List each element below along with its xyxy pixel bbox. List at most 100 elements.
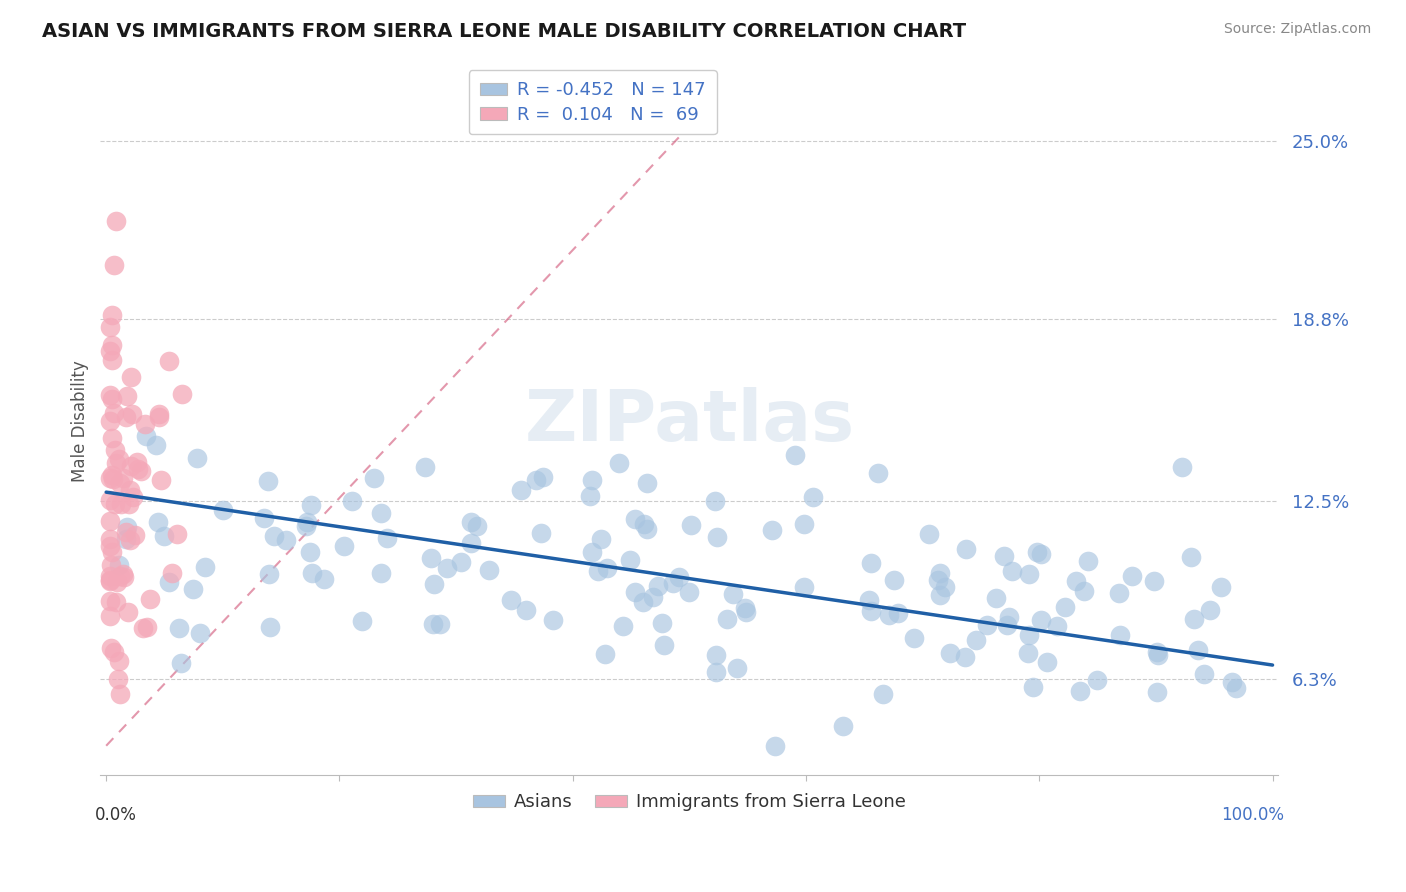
Point (524, 474, 547, 488)
Point (157, 575, 180, 590)
Point (465, 519, 488, 533)
Point (117, 496, 139, 510)
Point (641, 590, 664, 604)
Point (350, 614, 373, 628)
Point (120, 483, 142, 498)
Point (1018, 567, 1040, 582)
Point (706, 530, 728, 544)
Point (515, 603, 537, 617)
Point (1171, 460, 1194, 475)
Point (108, 452, 131, 467)
Point (499, 593, 522, 607)
Point (263, 529, 285, 543)
Point (115, 389, 138, 403)
Point (112, 570, 135, 584)
Y-axis label: Male Disability: Male Disability (72, 360, 89, 483)
Point (652, 638, 675, 652)
Point (110, 497, 132, 511)
Point (1064, 574, 1087, 588)
Point (581, 544, 603, 558)
Point (785, 449, 807, 463)
Point (1073, 584, 1095, 599)
Point (101, 392, 124, 406)
Point (104, 497, 127, 511)
Point (986, 591, 1008, 605)
Point (1018, 628, 1040, 642)
Point (579, 489, 602, 503)
Point (101, 544, 124, 558)
Text: 0.0%: 0.0% (94, 806, 136, 824)
Point (860, 604, 883, 618)
Point (186, 450, 208, 465)
Point (1017, 646, 1039, 660)
Point (101, 468, 124, 483)
Point (134, 417, 156, 432)
Point (98, 573, 121, 587)
Point (259, 566, 281, 581)
Point (115, 520, 138, 534)
Point (295, 515, 318, 529)
Point (117, 606, 139, 620)
Point (194, 560, 217, 574)
Point (101, 472, 124, 486)
Point (647, 579, 669, 593)
Point (112, 566, 135, 581)
Point (1025, 545, 1047, 559)
Point (530, 526, 553, 541)
Point (98, 569, 121, 583)
Point (212, 503, 235, 517)
Point (98, 319, 121, 334)
Point (124, 528, 146, 542)
Point (1180, 549, 1202, 564)
Legend: Asians, Immigrants from Sierra Leone: Asians, Immigrants from Sierra Leone (465, 786, 914, 819)
Point (108, 687, 131, 701)
Point (734, 601, 756, 615)
Point (157, 353, 180, 368)
Text: Source: ZipAtlas.com: Source: ZipAtlas.com (1223, 22, 1371, 37)
Point (98, 414, 121, 428)
Point (98, 539, 121, 553)
Point (1121, 569, 1143, 583)
Point (1199, 603, 1222, 617)
Point (181, 582, 204, 596)
Point (98, 387, 121, 401)
Point (887, 606, 910, 620)
Point (98, 343, 121, 358)
Point (623, 584, 645, 599)
Point (965, 632, 987, 647)
Point (422, 617, 444, 632)
Point (115, 532, 138, 546)
Point (1192, 667, 1215, 681)
Point (704, 665, 727, 679)
Point (1069, 683, 1091, 698)
Point (160, 566, 183, 581)
Point (872, 687, 894, 701)
Point (1182, 611, 1205, 625)
Point (460, 515, 482, 529)
Point (413, 460, 436, 475)
Text: 100.0%: 100.0% (1222, 806, 1284, 824)
Point (631, 595, 654, 609)
Point (100, 640, 122, 655)
Point (735, 605, 758, 619)
Point (1146, 685, 1168, 699)
Point (167, 621, 190, 635)
Point (295, 519, 318, 533)
Point (1053, 599, 1076, 614)
Point (104, 214, 127, 228)
Point (995, 618, 1018, 632)
Point (450, 555, 472, 569)
Point (370, 506, 392, 520)
Point (589, 532, 612, 546)
Point (1109, 628, 1132, 642)
Point (651, 616, 673, 631)
Point (1036, 655, 1059, 669)
Point (148, 410, 170, 425)
Text: ASIAN VS IMMIGRANTS FROM SIERRA LEONE MALE DISABILITY CORRELATION CHART: ASIAN VS IMMIGRANTS FROM SIERRA LEONE MA… (42, 22, 966, 41)
Point (612, 619, 634, 633)
Point (136, 620, 159, 634)
Point (793, 516, 815, 531)
Point (135, 429, 157, 443)
Point (1031, 613, 1053, 627)
Point (1187, 643, 1209, 657)
